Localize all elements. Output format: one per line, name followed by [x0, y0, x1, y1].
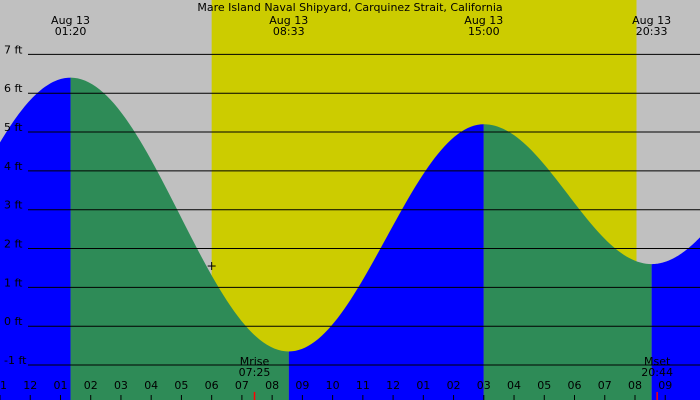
tide-area-layer — [0, 77, 700, 400]
hour-tick-label: 07 — [598, 379, 612, 392]
falling-tide-area — [70, 77, 289, 400]
moon-event-label: Mrise — [240, 355, 270, 368]
extreme-date-label: Aug 13 — [464, 14, 503, 27]
hour-tick-label: 11 — [356, 379, 370, 392]
rising-tide-area — [288, 124, 484, 400]
chart-title: Mare Island Naval Shipyard, Carquinez St… — [197, 1, 502, 14]
hour-tick-label: 08 — [628, 379, 642, 392]
moon-event-time: 07:25 — [239, 366, 271, 379]
hour-tick-label: 09 — [295, 379, 309, 392]
y-tick-label: 1 ft — [4, 276, 23, 289]
hour-tick-label: 10 — [326, 379, 340, 392]
falling-tide-area — [483, 124, 652, 400]
hour-tick-label: 05 — [174, 379, 188, 392]
hour-tick-label: 02 — [447, 379, 461, 392]
extreme-time-label: 01:20 — [55, 25, 87, 38]
hour-tick-label: 01 — [416, 379, 430, 392]
hour-tick-label: 03 — [114, 379, 128, 392]
hour-tick-label: 07 — [235, 379, 249, 392]
hour-tick-label: 06 — [205, 379, 219, 392]
y-tick-label: 6 ft — [4, 82, 23, 95]
hour-tick-label: 01 — [53, 379, 67, 392]
hour-tick-label: 08 — [265, 379, 279, 392]
hour-tick-label: 04 — [507, 379, 521, 392]
moon-event-label: Mset — [644, 355, 671, 368]
extreme-time-label: 15:00 — [468, 25, 500, 38]
moon-event-time: 20:44 — [641, 366, 673, 379]
hour-tick-label: 05 — [537, 379, 551, 392]
y-tick-label: 5 ft — [4, 121, 23, 134]
extreme-date-label: Aug 13 — [269, 14, 308, 27]
y-tick-label: 2 ft — [4, 238, 23, 251]
hour-tick-label: 12 — [386, 379, 400, 392]
rising-tide-area — [0, 77, 71, 400]
rising-tide-area — [651, 237, 700, 400]
extreme-date-label: Aug 13 — [51, 14, 90, 27]
hour-tick-label: 03 — [477, 379, 491, 392]
y-tick-label: 7 ft — [4, 43, 23, 56]
y-tick-label: 4 ft — [4, 160, 23, 173]
extreme-time-label: 20:33 — [636, 25, 668, 38]
extreme-date-label: Aug 13 — [632, 14, 671, 27]
hour-tick-label: 11 — [0, 379, 7, 392]
hour-tick-label: 04 — [144, 379, 158, 392]
grid-layer — [0, 53, 700, 400]
label-layer: -1 ft 0 ft 1 ft 2 ft 3 ft 4 ft 5 ft 6 ft 7 ft Aug… — [0, 14, 673, 392]
y-tick-label: 3 ft — [4, 199, 23, 212]
extreme-time-label: 08:33 — [273, 25, 305, 38]
hour-tick-label: 09 — [658, 379, 672, 392]
hour-tick-label: 06 — [568, 379, 582, 392]
y-tick-label: 0 ft — [4, 315, 23, 328]
hour-tick-label: 02 — [84, 379, 98, 392]
hour-tick-label: 12 — [23, 379, 37, 392]
y-tick-label: -1 ft — [4, 354, 27, 367]
